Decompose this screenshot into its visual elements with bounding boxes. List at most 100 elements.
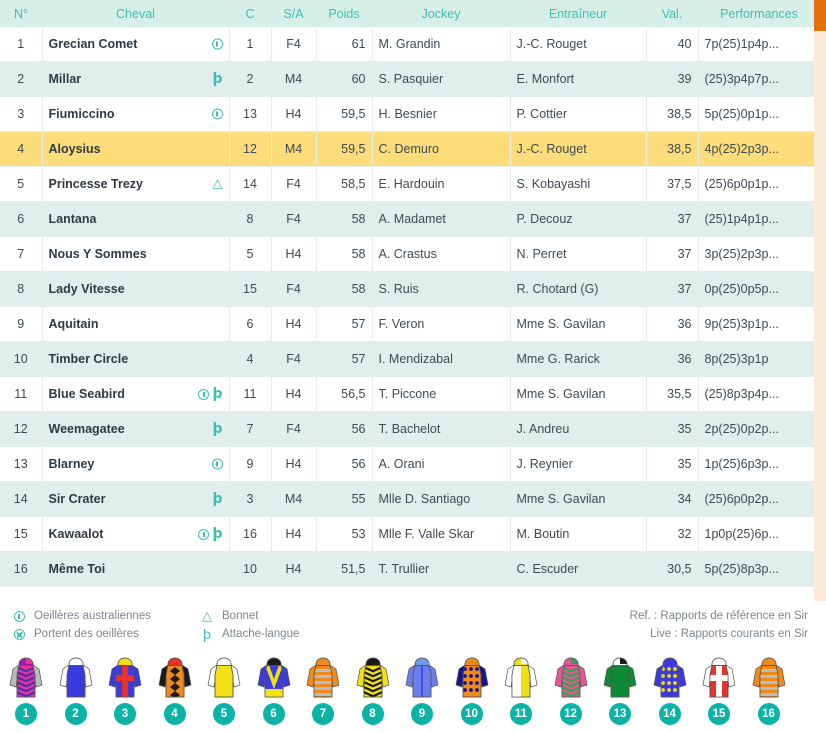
cell-performances[interactable]: (25)8p3p4p... xyxy=(698,376,821,412)
cell-cheval[interactable]: Kawaalot þ xyxy=(42,516,230,552)
cell-performances[interactable]: 9p(25)3p1p... xyxy=(698,306,821,342)
cell-entraineur[interactable]: Mme G. Rarick xyxy=(510,341,647,377)
table-row[interactable]: 5 Princesse Trezy △ 14 F4 58,5 E. Hardouin S. K… xyxy=(0,166,826,202)
cell-cheval[interactable]: Nous Y Sommes xyxy=(42,236,230,272)
silk-item[interactable]: 11 xyxy=(498,655,544,733)
silk-item[interactable]: 15 xyxy=(696,655,742,733)
table-row[interactable]: 3 Fiumiccino 13 H4 59,5 H. Besnier P. Cottier 3… xyxy=(0,96,826,132)
cell-performances[interactable]: 0p(25)0p5p... xyxy=(698,271,821,307)
cell-jockey[interactable]: E. Hardouin xyxy=(372,166,511,202)
cell-jockey[interactable]: C. Demuro xyxy=(372,131,511,167)
cell-performances[interactable]: (25)3p4p7p... xyxy=(698,61,821,97)
cell-entraineur[interactable]: Mme S. Gavilan xyxy=(510,481,647,517)
cell-cheval[interactable]: Millar þ xyxy=(42,61,230,97)
cell-performances[interactable]: (25)6p0p2p... xyxy=(698,481,821,517)
cell-entraineur[interactable]: J. Reynier xyxy=(510,446,647,482)
cell-jockey[interactable]: Mlle F. Valle Skar xyxy=(372,516,511,552)
table-row[interactable]: 4 Aloysius 12 M4 59,5 C. Demuro J.-C. Rouget 38… xyxy=(0,131,826,167)
cell-entraineur[interactable]: J.-C. Rouget xyxy=(510,27,647,62)
cell-performances[interactable]: 8p(25)3p1p xyxy=(698,341,821,377)
cell-performances[interactable]: 3p(25)2p3p... xyxy=(698,236,821,272)
cell-jockey[interactable]: I. Mendizabal xyxy=(372,341,511,377)
silk-item[interactable]: 13 xyxy=(597,655,643,733)
col-header-corde[interactable]: C xyxy=(229,0,271,27)
cell-cheval[interactable]: Timber Circle xyxy=(42,341,230,377)
col-header-entraineur[interactable]: Entraîneur xyxy=(510,0,646,27)
cell-performances[interactable]: 7p(25)1p4p... xyxy=(698,27,821,62)
cell-jockey[interactable]: Mlle D. Santiago xyxy=(372,481,511,517)
cell-cheval[interactable]: Aquitain xyxy=(42,306,230,342)
silk-item[interactable]: 6 xyxy=(251,655,297,733)
cell-cheval[interactable]: Aloysius xyxy=(42,131,230,167)
cell-cheval[interactable]: Fiumiccino xyxy=(42,96,230,132)
silk-item[interactable]: 2 xyxy=(53,655,99,733)
cell-entraineur[interactable]: Mme S. Gavilan xyxy=(510,376,647,412)
cell-cheval[interactable]: Même Toi xyxy=(42,551,230,587)
cell-jockey[interactable]: H. Besnier xyxy=(372,96,511,132)
table-row[interactable]: 13 Blarney 9 H4 56 A. Orani J. Reynier 35 1p(25)… xyxy=(0,446,826,482)
table-row[interactable]: 14 Sir Crater þ 3 M4 55 Mlle D. Santiago Mme S.… xyxy=(0,481,826,517)
cell-entraineur[interactable]: M. Boutin xyxy=(510,516,647,552)
silk-item[interactable]: 10 xyxy=(449,655,495,733)
cell-jockey[interactable]: F. Veron xyxy=(372,306,511,342)
table-row[interactable]: 16 Même Toi 10 H4 51,5 T. Trullier C. Escuder 3… xyxy=(0,551,826,587)
cell-entraineur[interactable]: J.-C. Rouget xyxy=(510,131,647,167)
vertical-scrollbar-track[interactable] xyxy=(814,0,826,601)
cell-entraineur[interactable]: S. Kobayashi xyxy=(510,166,647,202)
cell-performances[interactable]: 4p(25)2p3p... xyxy=(698,131,821,167)
cell-entraineur[interactable]: J. Andreu xyxy=(510,411,647,447)
cell-entraineur[interactable]: Mme S. Gavilan xyxy=(510,306,647,342)
table-row[interactable]: 8 Lady Vitesse 15 F4 58 S. Ruis R. Chotard (G)… xyxy=(0,271,826,307)
table-row[interactable]: 7 Nous Y Sommes 5 H4 58 A. Crastus N. Perret 37… xyxy=(0,236,826,272)
cell-cheval[interactable]: Lantana xyxy=(42,201,230,237)
silk-item[interactable]: 16 xyxy=(746,655,792,733)
col-header-performances[interactable]: Performances xyxy=(698,0,820,27)
cell-entraineur[interactable]: N. Perret xyxy=(510,236,647,272)
cell-cheval[interactable]: Grecian Comet xyxy=(42,27,230,62)
table-row[interactable]: 1 Grecian Comet 1 F4 61 M. Grandin J.-C. Rouge… xyxy=(0,27,826,62)
table-row[interactable]: 6 Lantana 8 F4 58 A. Madamet P. Decouz 37 (25)1p… xyxy=(0,201,826,237)
col-header-cheval[interactable]: Cheval xyxy=(42,0,229,27)
silk-item[interactable]: 8 xyxy=(350,655,396,733)
table-row[interactable]: 2 Millar þ 2 M4 60 S. Pasquier E. Monfort 39 (25)… xyxy=(0,61,826,97)
cell-entraineur[interactable]: R. Chotard (G) xyxy=(510,271,647,307)
silk-item[interactable]: 7 xyxy=(300,655,346,733)
cell-jockey[interactable]: T. Trullier xyxy=(372,551,511,587)
col-header-jockey[interactable]: Jockey xyxy=(372,0,510,27)
cell-entraineur[interactable]: C. Escuder xyxy=(510,551,647,587)
cell-performances[interactable]: (25)6p0p1p... xyxy=(698,166,821,202)
col-header-sexe-age[interactable]: S/A xyxy=(271,0,316,27)
cell-jockey[interactable]: M. Grandin xyxy=(372,27,511,62)
silk-item[interactable]: 12 xyxy=(548,655,594,733)
cell-performances[interactable]: 1p(25)6p3p... xyxy=(698,446,821,482)
silk-item[interactable]: 9 xyxy=(399,655,445,733)
cell-jockey[interactable]: S. Pasquier xyxy=(372,61,511,97)
silk-item[interactable]: 3 xyxy=(102,655,148,733)
cell-jockey[interactable]: A. Orani xyxy=(372,446,511,482)
vertical-scrollbar-thumb[interactable] xyxy=(814,0,826,31)
table-row[interactable]: 11 Blue Seabird þ 11 H4 56,5 T. Piccone Mme S. … xyxy=(0,376,826,412)
cell-performances[interactable]: 2p(25)0p2p... xyxy=(698,411,821,447)
silk-item[interactable]: 5 xyxy=(201,655,247,733)
cell-performances[interactable]: 5p(25)0p1p... xyxy=(698,96,821,132)
cell-entraineur[interactable]: P. Decouz xyxy=(510,201,647,237)
col-header-numero[interactable]: N° xyxy=(0,0,42,27)
cell-entraineur[interactable]: E. Monfort xyxy=(510,61,647,97)
cell-cheval[interactable]: Lady Vitesse xyxy=(42,271,230,307)
cell-jockey[interactable]: S. Ruis xyxy=(372,271,511,307)
cell-jockey[interactable]: T. Piccone xyxy=(372,376,511,412)
silk-item[interactable]: 1 xyxy=(3,655,49,733)
cell-performances[interactable]: 5p(25)8p3p... xyxy=(698,551,821,587)
cell-cheval[interactable]: Blarney xyxy=(42,446,230,482)
silk-item[interactable]: 14 xyxy=(647,655,693,733)
table-row[interactable]: 10 Timber Circle 4 F4 57 I. Mendizabal Mme G. … xyxy=(0,341,826,377)
cell-jockey[interactable]: A. Crastus xyxy=(372,236,511,272)
table-row[interactable]: 12 Weemagatee þ 7 F4 56 T. Bachelot J. Andreu 35… xyxy=(0,411,826,447)
cell-cheval[interactable]: Sir Crater þ xyxy=(42,481,230,517)
cell-performances[interactable]: 1p0p(25)6p... xyxy=(698,516,821,552)
cell-cheval[interactable]: Princesse Trezy △ xyxy=(42,166,230,202)
cell-cheval[interactable]: Blue Seabird þ xyxy=(42,376,230,412)
col-header-valeur[interactable]: Val. xyxy=(646,0,698,27)
silk-item[interactable]: 4 xyxy=(152,655,198,733)
table-row[interactable]: 15 Kawaalot þ 16 H4 53 Mlle F. Valle Skar M. Bo… xyxy=(0,516,826,552)
